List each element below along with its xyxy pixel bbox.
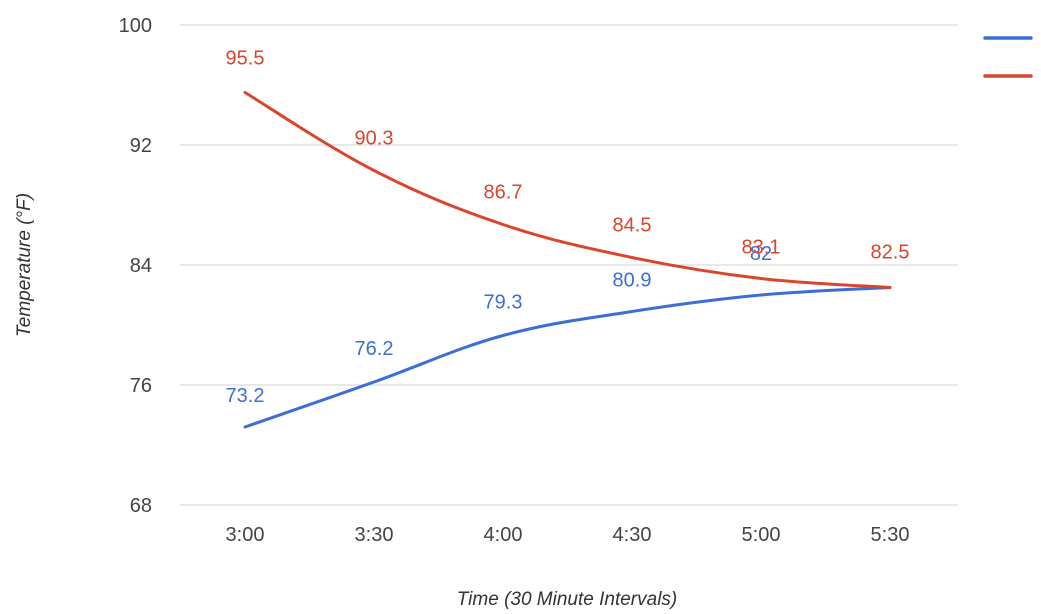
series-2-line bbox=[243, 91, 892, 289]
x-tick-label: 3:30 bbox=[355, 524, 394, 546]
x-axis-ticks: 3:00 3:30 4:00 4:30 5:00 5:30 bbox=[226, 524, 910, 546]
data-label: 86.7 bbox=[484, 182, 523, 204]
data-labels: 73.2 76.2 79.3 80.9 82 95.5 90.3 86.7 84.5 83.1 82… bbox=[226, 48, 910, 408]
x-tick-label: 4:30 bbox=[613, 524, 652, 546]
data-label: 83.1 bbox=[742, 237, 781, 259]
y-axis-ticks: 68 76 84 92 100 bbox=[119, 15, 152, 517]
y-axis-title: Temperature (°F) bbox=[14, 193, 35, 337]
data-label: 82.5 bbox=[871, 242, 910, 264]
data-label: 79.3 bbox=[484, 292, 523, 314]
series-1-line bbox=[243, 286, 892, 429]
y-tick-label: 68 bbox=[130, 495, 152, 517]
gridlines bbox=[180, 24, 958, 506]
x-tick-label: 5:30 bbox=[871, 524, 910, 546]
legend bbox=[983, 36, 1033, 78]
data-label: 82 bbox=[750, 243, 772, 265]
x-tick-label: 5:00 bbox=[742, 524, 781, 546]
data-label: 73.2 bbox=[226, 385, 265, 407]
data-label: 90.3 bbox=[355, 128, 394, 150]
data-label: 95.5 bbox=[226, 48, 265, 70]
y-tick-label: 92 bbox=[130, 135, 152, 157]
data-label: 80.9 bbox=[613, 270, 652, 292]
x-axis-title: Time (30 Minute Intervals) bbox=[457, 589, 678, 610]
data-label: 84.5 bbox=[613, 215, 652, 237]
y-tick-label: 84 bbox=[130, 255, 152, 277]
series-lines bbox=[243, 91, 892, 429]
y-tick-label: 76 bbox=[130, 375, 152, 397]
x-tick-label: 3:00 bbox=[226, 524, 265, 546]
y-tick-label: 100 bbox=[119, 15, 152, 37]
x-tick-label: 4:00 bbox=[484, 524, 523, 546]
data-label: 76.2 bbox=[355, 338, 394, 360]
